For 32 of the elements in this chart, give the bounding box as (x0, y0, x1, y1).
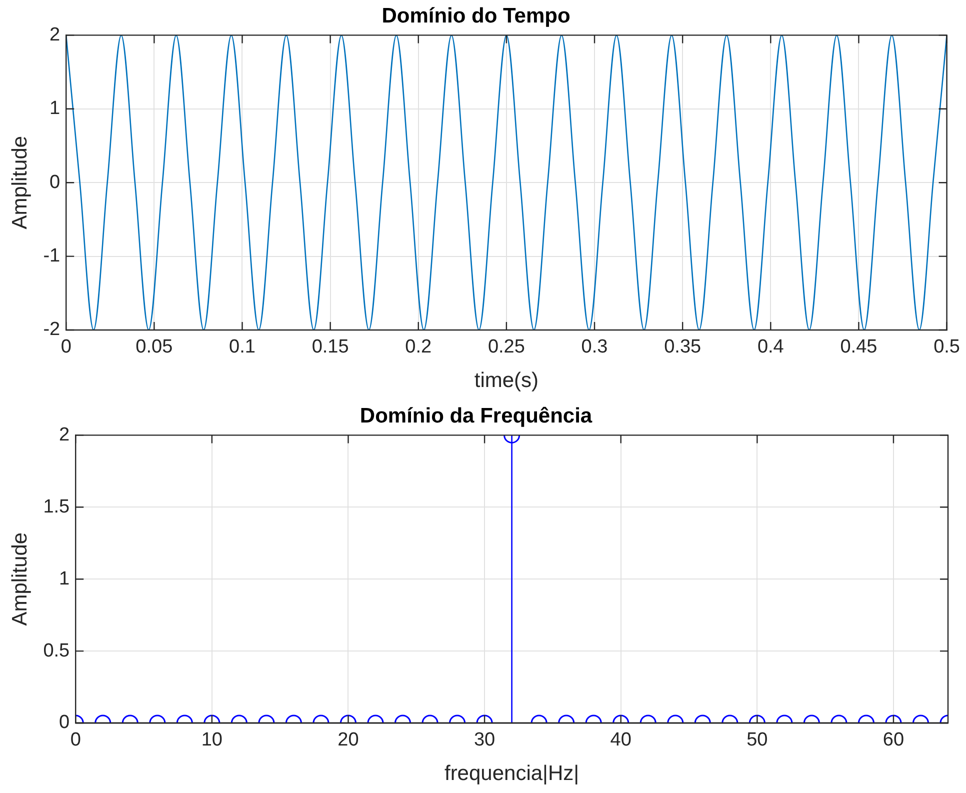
x-tick-label: 0.05 (136, 336, 173, 358)
y-tick-label: 0 (59, 712, 70, 734)
y-tick-label: 0 (50, 172, 60, 193)
y-tick-label: -1 (43, 246, 60, 267)
x-tick-label: 0.4 (757, 336, 784, 358)
chart-title: Domínio da Frequência (360, 404, 592, 428)
x-tick-label: 0.3 (581, 336, 608, 358)
x-tick-label: 0.15 (312, 336, 349, 358)
y-tick-label: 1 (50, 98, 60, 120)
x-tick-label: 10 (201, 730, 222, 751)
x-tick-label: 0.2 (405, 336, 432, 358)
y-tick-label: -2 (43, 319, 60, 340)
x-tick-label: 0.5 (934, 336, 960, 358)
x-tick-label: 30 (474, 730, 496, 751)
x-tick-label: 0.25 (488, 336, 525, 358)
x-tick-label: 0.35 (664, 336, 702, 358)
x-axis-title: time(s) (474, 369, 539, 392)
x-tick-label: 20 (338, 730, 359, 751)
y-axis-title: Amplitude (8, 532, 32, 626)
x-tick-label: 60 (882, 730, 904, 751)
y-tick-label: 2 (50, 24, 60, 46)
y-tick-label: 1 (59, 568, 70, 590)
y-tick-label: 2 (59, 424, 70, 446)
x-axis-title: frequencia|Hz| (444, 762, 580, 786)
y-axis-title: Amplitude (8, 136, 32, 230)
y-tick-label: 1.5 (43, 496, 70, 518)
y-tick-label: 0.5 (43, 640, 70, 662)
chart-title: Domínio do Tempo (382, 4, 570, 28)
x-tick-label: 40 (610, 730, 632, 751)
x-tick-label: 0.45 (840, 336, 878, 358)
x-tick-label: 50 (746, 730, 768, 751)
x-tick-label: 0.1 (229, 336, 256, 358)
